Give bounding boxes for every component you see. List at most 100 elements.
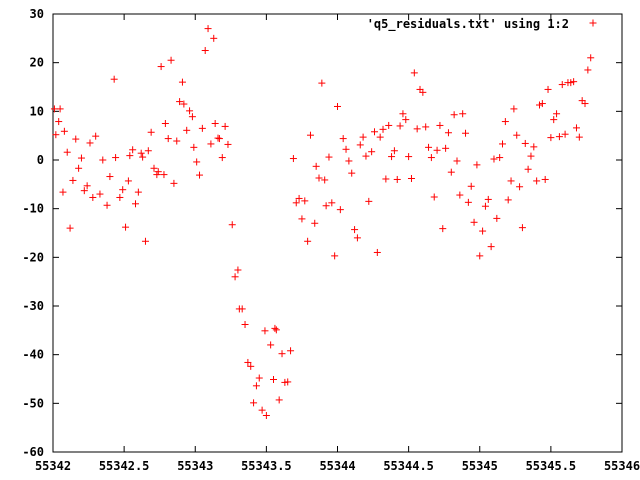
data-point (453, 157, 461, 165)
data-point (555, 133, 563, 141)
data-point (578, 97, 586, 105)
data-point (376, 133, 384, 141)
data-point (112, 154, 120, 162)
data-point (255, 374, 263, 382)
data-point (247, 362, 255, 370)
data-point (292, 199, 300, 207)
data-point (462, 129, 470, 137)
data-point (278, 350, 286, 358)
data-point (289, 155, 297, 163)
data-point (473, 161, 481, 169)
data-point (427, 154, 435, 162)
data-point (188, 113, 196, 121)
y-tick-label: 20 (30, 56, 44, 70)
plot-frame (52, 13, 623, 453)
data-point (390, 147, 398, 155)
data-point (433, 146, 441, 154)
data-point (164, 135, 172, 143)
data-point (470, 218, 478, 226)
data-point (295, 194, 303, 202)
data-point (250, 399, 258, 407)
x-tick-label: 55345 (462, 459, 498, 473)
data-point (129, 146, 137, 154)
data-point (75, 164, 83, 172)
data-point (224, 140, 232, 148)
data-point (567, 79, 575, 87)
data-point (119, 186, 127, 194)
data-point (425, 143, 433, 151)
y-tick-label: -40 (22, 348, 44, 362)
data-point (336, 206, 344, 214)
legend: 'q5_residuals.txt' using 1:2 (367, 17, 597, 32)
data-point (459, 110, 467, 118)
y-tick-label: -10 (22, 202, 44, 216)
data-point (55, 118, 63, 126)
x-tick-label: 55343 (177, 459, 213, 473)
data-point (513, 131, 521, 139)
data-point (450, 111, 458, 119)
x-tick-label: 55344 (319, 459, 355, 473)
data-point (134, 188, 142, 196)
legend-marker (589, 19, 597, 27)
data-point (210, 34, 218, 42)
data-point (170, 179, 178, 187)
data-point (527, 152, 535, 160)
data-point (553, 110, 561, 118)
data-point (311, 219, 319, 227)
data-point (72, 135, 80, 143)
data-point (419, 88, 427, 96)
data-point (186, 107, 194, 115)
data-point (231, 273, 239, 281)
legend-label: 'q5_residuals.txt' using 1:2 (367, 17, 569, 32)
y-tick-label: -50 (22, 396, 44, 410)
data-point (447, 168, 455, 176)
data-point (103, 201, 111, 209)
data-point (402, 116, 410, 124)
data-point (533, 177, 541, 185)
data-point (547, 134, 555, 142)
data-point (365, 197, 373, 205)
data-point (348, 169, 356, 177)
data-point (493, 214, 501, 222)
data-point (132, 200, 140, 208)
data-point (161, 120, 169, 127)
data-point (154, 168, 162, 176)
data-point (180, 100, 188, 108)
data-point (173, 137, 181, 145)
data-point (356, 141, 364, 149)
data-point (244, 358, 252, 366)
data-point (301, 197, 309, 205)
data-point (456, 191, 464, 199)
data-point (196, 171, 204, 179)
data-point (269, 375, 277, 383)
data-point (444, 129, 452, 137)
data-point (368, 148, 376, 156)
data-point (190, 143, 198, 151)
data-point (258, 406, 266, 414)
data-point (436, 121, 444, 129)
data-point (396, 122, 404, 130)
x-tick-label: 55346 (604, 459, 640, 473)
data-point (241, 320, 249, 328)
y-tick-label: -30 (22, 299, 44, 313)
data-point (331, 252, 339, 260)
data-point (430, 193, 438, 201)
data-point (178, 78, 186, 86)
y-tick-label: 30 (30, 7, 44, 21)
data-point (464, 198, 472, 206)
data-point (59, 188, 67, 196)
y-tick-label: -60 (22, 445, 44, 459)
data-point (467, 182, 475, 190)
data-point (524, 165, 532, 173)
data-point (328, 199, 336, 207)
data-point (393, 175, 401, 183)
data-point (405, 153, 413, 161)
data-point (439, 225, 447, 233)
data-point (422, 123, 430, 131)
data-point (407, 174, 415, 182)
data-point (342, 145, 350, 153)
x-tick-label: 55342.5 (99, 459, 150, 473)
axis-ticks (52, 13, 623, 453)
data-point (385, 121, 393, 129)
